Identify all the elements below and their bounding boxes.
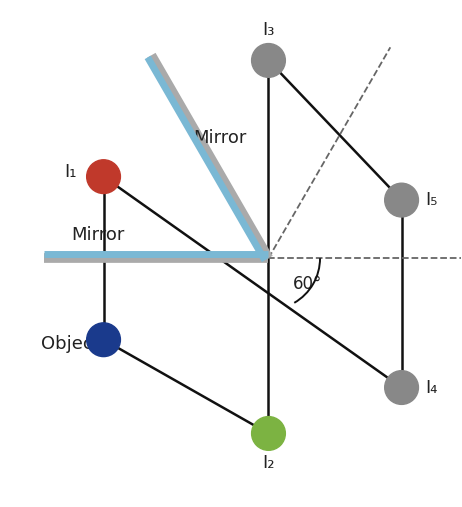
Text: I₅: I₅	[426, 191, 438, 209]
Text: Mirror: Mirror	[194, 129, 247, 148]
Circle shape	[87, 323, 121, 356]
Text: I₃: I₃	[262, 21, 275, 40]
Circle shape	[385, 183, 419, 217]
Text: I₄: I₄	[426, 379, 438, 396]
Circle shape	[87, 160, 121, 194]
Text: Mirror: Mirror	[72, 226, 125, 244]
Text: Object: Object	[42, 336, 100, 353]
Text: I₂: I₂	[262, 454, 275, 473]
Text: 60°: 60°	[293, 275, 322, 294]
Circle shape	[252, 417, 286, 450]
Text: I₁: I₁	[65, 163, 77, 181]
Circle shape	[252, 44, 286, 77]
Circle shape	[385, 371, 419, 405]
